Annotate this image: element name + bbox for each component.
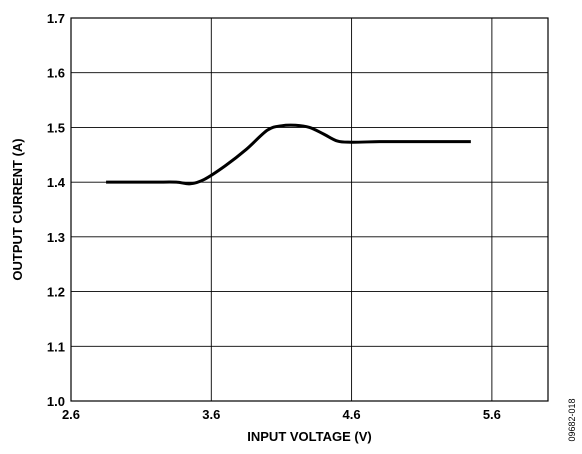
plot-frame	[70, 17, 549, 402]
y-tick-label: 1.2	[47, 285, 65, 300]
y-axis-title: OUTPUT CURRENT (A)	[10, 138, 25, 280]
y-tick-label: 1.4	[47, 175, 66, 190]
x-tick-label: 3.6	[202, 407, 220, 422]
y-tick-label: 1.0	[47, 394, 65, 409]
y-tick-label: 1.7	[47, 11, 65, 26]
x-axis-title: INPUT VOLTAGE (V)	[247, 429, 371, 444]
y-tick-label: 1.3	[47, 230, 65, 245]
x-tick-label: 4.6	[343, 407, 361, 422]
series-line	[106, 123, 471, 186]
figure-id: 09682-018	[567, 398, 577, 441]
x-tick-label: 2.6	[62, 407, 80, 422]
series	[106, 123, 471, 186]
y-tick-label: 1.6	[47, 66, 65, 81]
x-tick-label: 5.6	[483, 407, 501, 422]
y-tick-label: 1.5	[47, 120, 65, 135]
y-tick-label: 1.1	[47, 339, 65, 354]
grid	[70, 17, 548, 402]
tick-labels: 1.0 1.1 1.2 1.3 1.4 1.5 1.6 1.7 2.6 3.6 4.6 5.6	[47, 11, 501, 422]
